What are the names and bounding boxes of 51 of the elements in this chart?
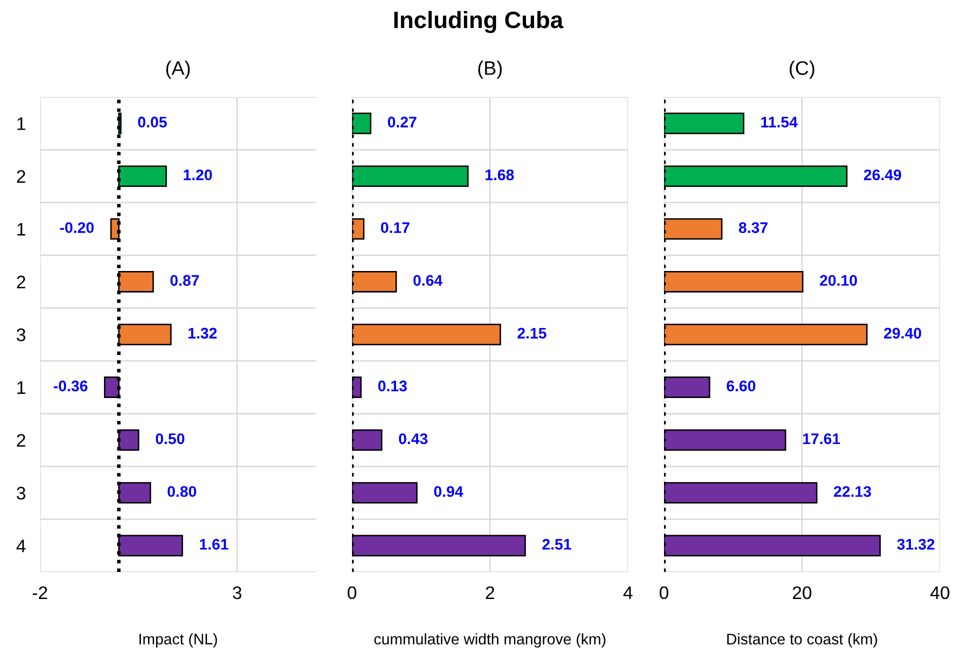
x-tick-label: 20 <box>792 586 812 600</box>
chart-title: (C) <box>790 60 814 79</box>
data-label: 0.05 <box>138 116 167 128</box>
data-label: 0.13 <box>378 380 407 392</box>
x-axis-title: Impact (NL) <box>140 633 217 648</box>
data-label: -0.20 <box>60 222 94 234</box>
data-label: 6.60 <box>726 380 756 392</box>
data-label: 0.17 <box>381 222 410 234</box>
y-tick-label: 1 <box>17 381 26 394</box>
data-label: 0.64 <box>413 275 442 286</box>
data-label: 1.61 <box>200 538 228 550</box>
data-label: 0.50 <box>156 433 184 444</box>
data-label: 1.32 <box>188 328 217 339</box>
data-label: 0.80 <box>168 486 196 497</box>
x-tick-label: 3 <box>232 586 242 600</box>
data-label: 31.32 <box>897 538 934 550</box>
y-tick-label: 3 <box>16 486 26 500</box>
data-label: 0.27 <box>388 116 416 128</box>
data-label: 0.87 <box>170 275 199 286</box>
data-label: 2.51 <box>542 538 572 550</box>
data-label: -0.36 <box>54 380 88 392</box>
data-label: 20.10 <box>820 275 857 286</box>
y-tick-label: 2 <box>16 276 26 288</box>
x-tick-label: 4 <box>623 586 632 599</box>
x-tick-label: 0 <box>660 586 668 600</box>
data-label: 29.40 <box>884 328 922 339</box>
y-tick-label: 4 <box>16 540 26 552</box>
data-label: 0.43 <box>398 433 428 444</box>
data-label: 0.94 <box>434 486 464 497</box>
x-axis-title: cummulative width mangrove (km) <box>374 633 606 648</box>
chart-title: (A) <box>166 60 190 79</box>
y-tick-label: 1 <box>17 223 26 236</box>
data-label: 26.49 <box>864 169 902 180</box>
x-tick-label: -2 <box>32 586 48 599</box>
y-tick-label: 1 <box>17 118 26 130</box>
data-label: 1.20 <box>184 169 212 180</box>
y-tick-label: 2 <box>16 170 26 183</box>
x-tick-label: 40 <box>930 586 950 600</box>
x-tick-label: 0 <box>348 586 356 600</box>
text: Including Cuba <box>394 10 564 34</box>
data-label: 11.54 <box>761 116 798 128</box>
x-axis-title: Distance to coast (km) <box>727 633 878 648</box>
chart-title: (B) <box>478 60 502 79</box>
y-tick-label: 2 <box>16 434 26 447</box>
data-label: 17.61 <box>803 433 840 444</box>
x-tick-label: 2 <box>486 586 494 599</box>
data-label: 2.15 <box>518 328 546 339</box>
data-label: 8.37 <box>738 222 768 234</box>
data-label: 22.13 <box>834 486 872 497</box>
data-label: 1.68 <box>486 169 514 180</box>
y-tick-label: 3 <box>16 328 26 342</box>
